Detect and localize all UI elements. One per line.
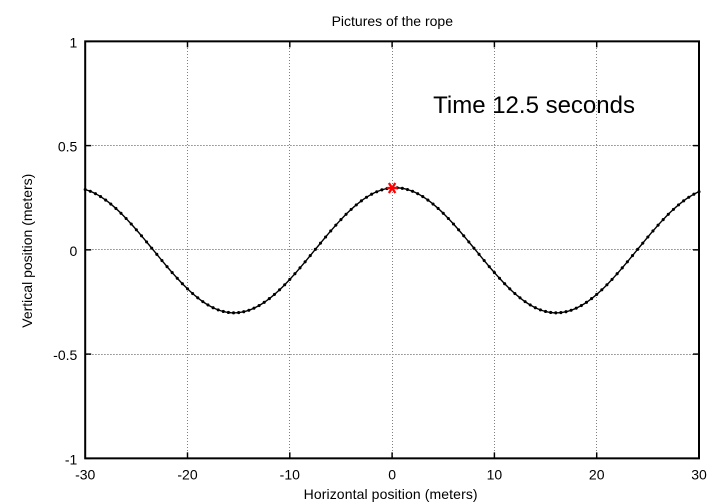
svg-text:-30: -30 [75,466,95,482]
svg-text:-10: -10 [280,466,300,482]
svg-text:-20: -20 [177,466,197,482]
svg-text:Vertical position (meters): Vertical position (meters) [19,174,35,328]
svg-text:1: 1 [70,34,78,50]
svg-text:Time 12.5 seconds: Time 12.5 seconds [433,92,635,119]
svg-text:Horizontal position (meters): Horizontal position (meters) [304,486,478,502]
svg-text:30: 30 [691,466,707,482]
svg-text:0.5: 0.5 [58,139,78,155]
svg-text:0: 0 [70,243,78,259]
svg-text:Pictures of the rope: Pictures of the rope [332,13,454,29]
svg-text:-1: -1 [65,451,78,467]
svg-text:-0.5: -0.5 [53,347,77,363]
svg-text:0: 0 [388,466,396,482]
svg-text:10: 10 [487,466,503,482]
svg-text:20: 20 [589,466,605,482]
